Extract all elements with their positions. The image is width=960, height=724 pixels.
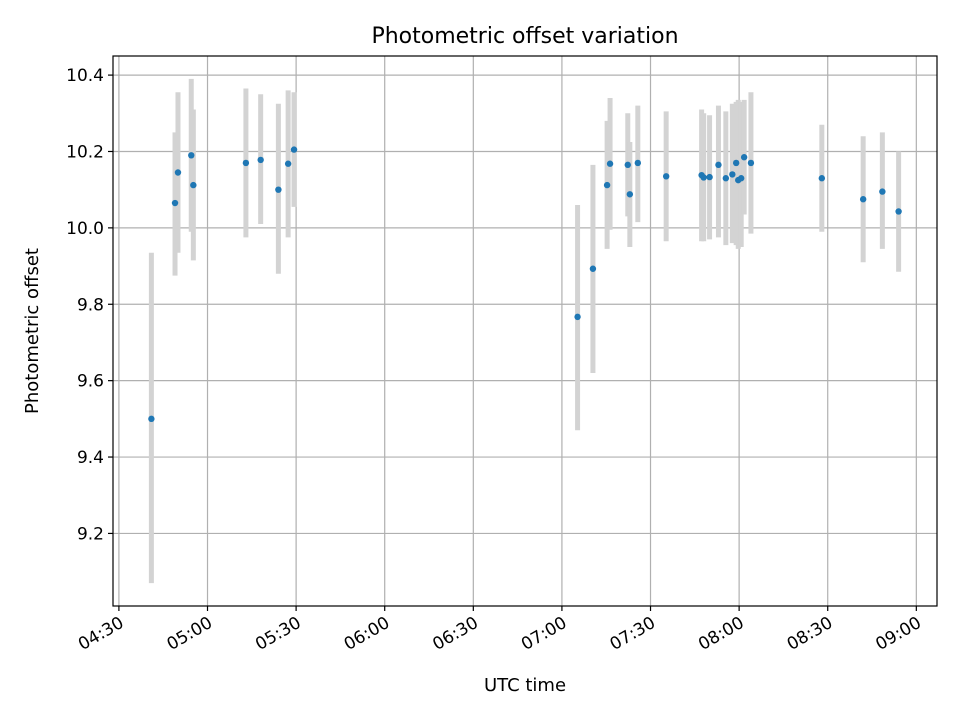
data-point [818,175,826,182]
data-point [190,181,197,189]
y-tick-label: 10.0 [66,219,104,239]
y-tick-label: 9.2 [77,524,104,544]
data-point [148,415,155,423]
data-point [603,181,611,189]
data-point [174,169,182,176]
data-point [589,265,597,272]
data-point [700,174,707,181]
data-point [737,175,745,182]
data-point [626,191,634,198]
grid [113,56,937,606]
data-point [284,160,292,167]
y-tick-label: 9.8 [77,295,104,315]
data-point [188,152,195,159]
y-tick-label: 10.2 [66,142,104,162]
y-tick-label: 9.6 [77,372,104,392]
data-point [242,159,250,167]
data-point [895,208,902,215]
data-point [729,171,736,178]
y-axis-label: Photometric offset [22,248,43,414]
data-point [275,186,282,193]
data-point [662,173,670,180]
y-tick-label: 9.4 [77,448,104,468]
data-point [624,161,631,169]
data-point [257,156,264,164]
data-point [634,159,642,167]
data-point [706,173,713,181]
data-point [859,196,867,203]
data-point [715,161,722,169]
data-point [606,160,614,167]
chart-title: Photometric offset variation [371,24,678,49]
data-points [148,146,902,423]
x-axis-label: UTC time [484,675,566,696]
data-point [732,159,740,167]
data-point [879,188,886,195]
data-point [574,313,581,321]
data-point [722,175,730,182]
y-axis: 9.2 9.4 9.6 9.8 10.0 10.2 10.4 [66,66,113,544]
data-point [740,154,748,161]
data-point [747,159,755,167]
plot-frame [112,55,938,607]
y-tick-label: 10.4 [66,66,104,86]
data-point [171,199,179,207]
data-point [290,146,298,153]
